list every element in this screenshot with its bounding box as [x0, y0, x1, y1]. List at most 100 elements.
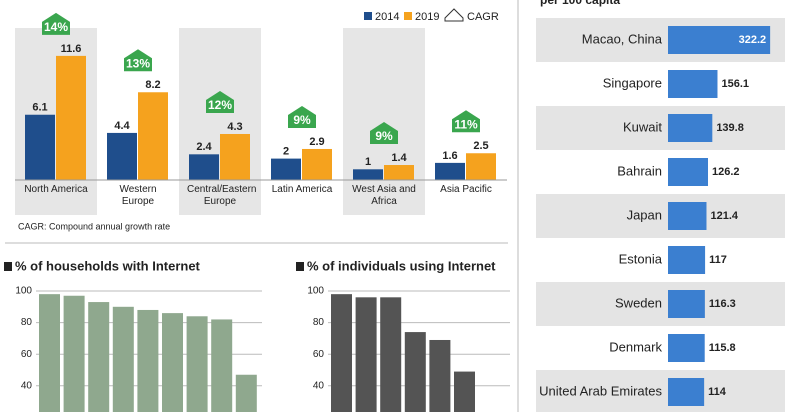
y-tick-label: 100: [15, 286, 32, 297]
bar: [39, 294, 60, 412]
bar: [137, 309, 159, 412]
data-label: 8.2: [145, 79, 160, 91]
chart-title: per 100 capita: [540, 0, 620, 7]
data-label: 2.5: [473, 140, 488, 152]
bar: [668, 114, 713, 142]
bar: [112, 306, 134, 412]
cagr-label: 13%: [126, 56, 150, 70]
data-label: 115.8: [709, 342, 736, 354]
data-label: 2: [283, 146, 289, 158]
legend-label: 2019: [415, 11, 439, 23]
y-tick-label: Estonia: [619, 251, 663, 266]
bar: [353, 169, 383, 180]
bar: [668, 158, 709, 186]
row-shade: [536, 106, 785, 150]
bar: [186, 316, 208, 412]
bar: [466, 153, 496, 180]
chart-title: % of households with Internet: [15, 258, 201, 273]
bar: [668, 334, 705, 362]
x-tick-label: West Asia and Africa: [352, 184, 416, 207]
column-shade: [179, 28, 261, 215]
legend-swatch: [364, 12, 372, 20]
bar: [302, 148, 332, 180]
chart-title: % of individuals using Internet: [307, 258, 496, 273]
legend-swatch: [404, 12, 412, 20]
data-label: 11.6: [61, 43, 82, 55]
data-label: 322.2: [739, 34, 767, 46]
bar: [429, 339, 451, 412]
y-tick-label: Bahrain: [617, 163, 662, 178]
cagr-label: 9%: [375, 129, 393, 143]
legend-badge: [444, 8, 464, 22]
data-label: 4.3: [227, 121, 242, 133]
row-shade: [536, 370, 785, 412]
bar: [220, 133, 250, 180]
bar: [138, 92, 168, 180]
y-tick-label: Macao, China: [582, 31, 663, 46]
bar: [355, 297, 377, 412]
cagr-label: 9%: [293, 113, 311, 127]
row-shade: [536, 194, 785, 238]
x-tick-label: Central/Eastern Europe: [187, 184, 257, 207]
bar: [271, 158, 301, 180]
bar: [380, 297, 402, 412]
bar: [88, 302, 110, 412]
y-tick-label: 80: [313, 317, 325, 328]
data-label: 156.1: [721, 78, 749, 90]
bar: [384, 165, 414, 180]
x-tick-label: Latin America: [271, 184, 333, 195]
bar: [668, 202, 707, 230]
bar: [454, 371, 475, 412]
bar: [668, 378, 705, 406]
data-label: 4.4: [114, 120, 130, 132]
x-tick-label: Western Europe: [119, 184, 157, 207]
bar: [668, 26, 771, 54]
y-tick-label: 60: [313, 349, 325, 360]
cagr-badge: [206, 90, 234, 113]
data-label: 116.3: [709, 298, 736, 310]
data-label: 1.4: [391, 152, 407, 164]
bar: [668, 246, 706, 274]
cagr-badge: [452, 110, 480, 133]
bar: [404, 332, 426, 412]
bar: [162, 313, 183, 412]
legend-label: 2014: [375, 11, 399, 23]
legend-label: CAGR: [467, 11, 499, 23]
bar: [107, 132, 137, 180]
bar: [331, 294, 352, 412]
cagr-label: 14%: [44, 20, 68, 34]
bar: [668, 70, 718, 98]
x-tick-label: North America: [24, 184, 88, 195]
bar: [189, 154, 219, 180]
bar: [235, 374, 257, 412]
x-tick-label: Asia Pacific: [440, 184, 492, 195]
data-label: 1: [365, 156, 371, 168]
y-tick-label: Japan: [627, 207, 662, 222]
y-tick-label: Singapore: [603, 75, 662, 90]
bar: [435, 162, 465, 180]
cagr-badge: [42, 12, 70, 35]
column-shade: [343, 28, 425, 215]
legend-swatch: [4, 262, 12, 271]
data-label: 2.9: [309, 136, 324, 148]
bar: [668, 290, 705, 318]
y-tick-label: Denmark: [609, 339, 662, 354]
data-label: 1.6: [442, 150, 457, 162]
y-tick-label: 60: [21, 349, 33, 360]
y-tick-label: 100: [307, 286, 324, 297]
cagr-badge: [288, 105, 316, 128]
data-label: 2.4: [196, 141, 212, 153]
cagr-label: 11%: [454, 117, 478, 131]
legend-swatch: [296, 262, 304, 271]
data-label: 121.4: [710, 210, 738, 222]
cagr-label: 12%: [208, 98, 232, 112]
bar: [63, 295, 85, 412]
y-tick-label: 40: [21, 380, 33, 391]
data-label: 117: [709, 254, 727, 266]
row-shade: [536, 282, 785, 326]
y-tick-label: United Arab Emirates: [539, 383, 662, 398]
data-label: 6.1: [32, 102, 47, 114]
y-tick-label: Kuwait: [623, 119, 662, 134]
